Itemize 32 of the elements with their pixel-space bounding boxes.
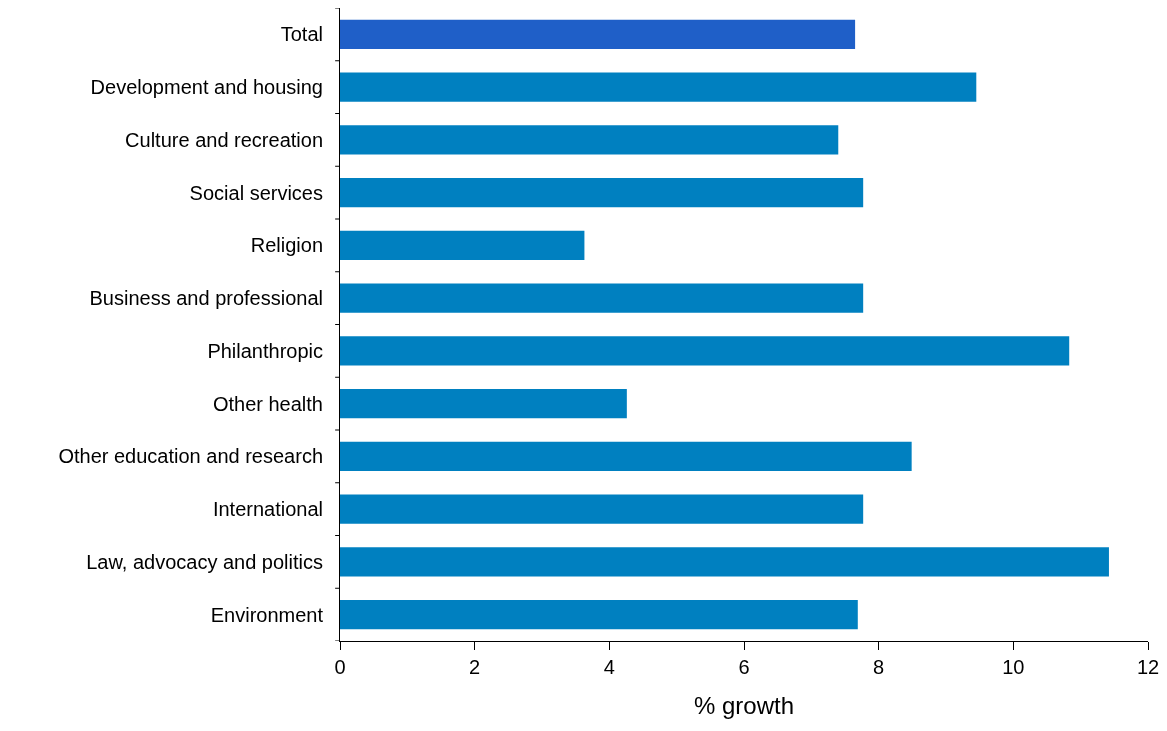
y-tick-label: Other education and research <box>58 445 323 468</box>
bar <box>340 494 864 524</box>
x-tick-label: 2 <box>469 656 481 678</box>
y-tick-label: Other health <box>212 392 323 415</box>
bar <box>340 441 912 471</box>
bar <box>340 125 839 155</box>
x-axis-title: % growth <box>693 692 795 720</box>
x-tick-label: 12 <box>1136 656 1160 678</box>
bar <box>340 230 585 260</box>
x-tick-label: 10 <box>1002 656 1025 678</box>
bar <box>340 19 856 49</box>
y-tick-label: Religion <box>250 234 323 257</box>
y-tick-label: Social services <box>189 181 323 204</box>
bar <box>340 547 1109 577</box>
y-tick-label: Business and professional <box>89 287 323 310</box>
bar <box>340 389 627 419</box>
x-tick-label: 6 <box>738 656 750 678</box>
y-tick-label: Development and housing <box>90 76 323 99</box>
x-tick-label: 4 <box>603 656 615 678</box>
y-tick-label: Philanthropic <box>207 339 323 362</box>
y-tick-label: International <box>212 498 323 521</box>
y-tick-label: Law, advocacy and politics <box>86 550 323 573</box>
bar <box>340 336 1070 366</box>
x-tick-label: 0 <box>334 656 346 678</box>
bar <box>340 600 858 630</box>
y-tick-label: Total <box>280 23 323 46</box>
y-tick-label: Culture and recreation <box>125 128 323 151</box>
bar <box>340 72 977 102</box>
x-tick-label: 8 <box>873 656 885 678</box>
bar <box>340 178 864 208</box>
y-tick-label: Environment <box>210 603 324 626</box>
bar <box>340 283 864 313</box>
